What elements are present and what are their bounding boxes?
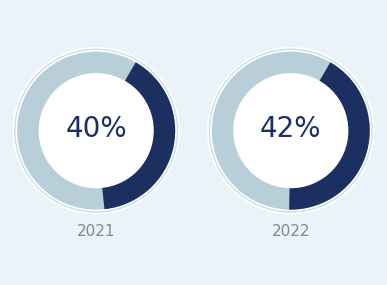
Wedge shape xyxy=(17,52,175,210)
Wedge shape xyxy=(212,52,370,210)
Text: 2021: 2021 xyxy=(77,224,115,239)
Wedge shape xyxy=(13,48,179,213)
Wedge shape xyxy=(289,62,370,210)
Circle shape xyxy=(39,74,153,188)
Text: 2022: 2022 xyxy=(272,224,310,239)
Text: 40%: 40% xyxy=(65,115,127,143)
Text: 42%: 42% xyxy=(260,115,322,143)
Wedge shape xyxy=(102,62,175,209)
Wedge shape xyxy=(208,48,374,213)
Circle shape xyxy=(234,74,348,188)
